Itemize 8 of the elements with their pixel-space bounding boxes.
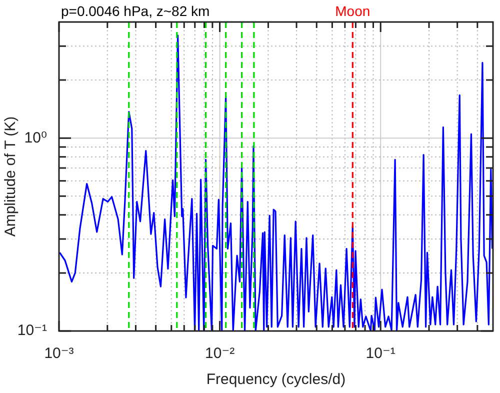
x-axis-title: Frequency (cycles/d) — [206, 371, 346, 388]
y-tick-label: 10⁰ — [24, 129, 47, 146]
x-tick-label: 10⁻³ — [44, 345, 74, 362]
x-tick-label: 10⁻¹ — [366, 345, 396, 362]
ref-line-label: Moon — [335, 2, 370, 19]
x-tick-label: 10⁻² — [204, 345, 235, 362]
chart-title: p=0.0046 hPa, z~82 km — [61, 2, 210, 19]
y-axis-title: Amplitude of T (K) — [2, 116, 20, 237]
